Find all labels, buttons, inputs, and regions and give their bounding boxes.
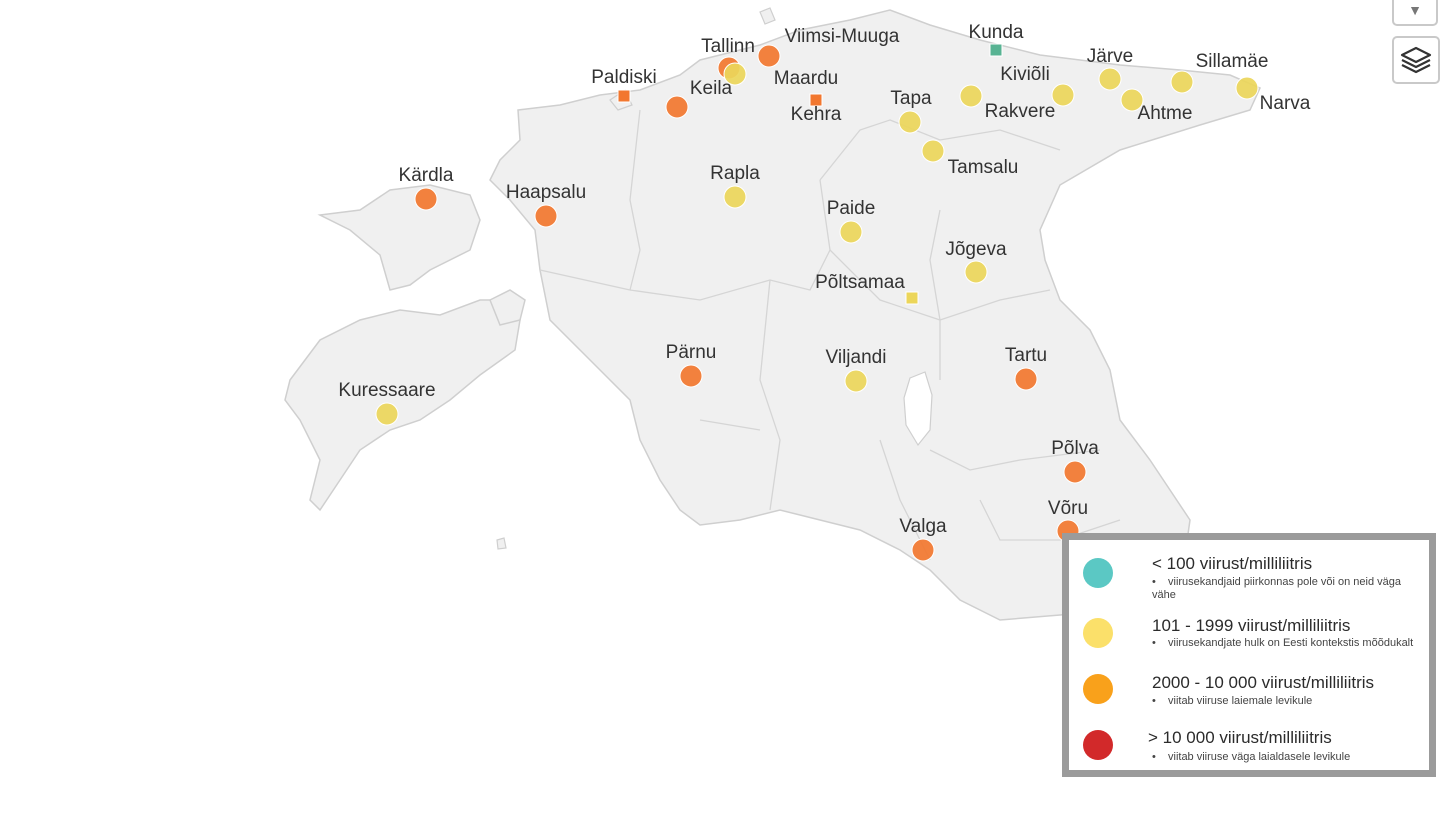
- city-label-maardu: Maardu: [774, 68, 838, 89]
- legend-item: 101 - 1999 viirust/milliliitris • viiruse…: [1083, 616, 1421, 666]
- city-label-võru: Võru: [1048, 498, 1088, 519]
- city-marker-kehra[interactable]: [809, 93, 823, 107]
- legend-title: 101 - 1999 viirust/milliliitris: [1152, 616, 1351, 635]
- legend-item: > 10 000 viirust/milliliitris • viitab vi…: [1083, 728, 1421, 768]
- city-marker-pärnu[interactable]: [679, 364, 703, 388]
- legend-swatch: [1083, 674, 1113, 704]
- city-markers: Tallinn Viimsi-Muuga Kunda Paldiski Maardu Ke…: [338, 22, 1311, 562]
- city-label-kärdla: Kärdla: [399, 165, 454, 186]
- city-marker-paide[interactable]: [839, 220, 863, 244]
- legend-swatch: [1083, 618, 1113, 648]
- city-label-viljandi: Viljandi: [826, 347, 887, 368]
- saaremaa-shape: [284, 299, 521, 512]
- city-label-kiviõli: Kiviõli: [1000, 64, 1050, 85]
- chevron-down-icon: ▼: [1408, 2, 1422, 18]
- city-label-valga: Valga: [899, 516, 947, 537]
- city-marker-tapa[interactable]: [898, 110, 922, 134]
- city-label-järve: Järve: [1087, 46, 1133, 67]
- city-label-viimsi-muuga: Viimsi-Muuga: [785, 26, 900, 47]
- city-label-kehra: Kehra: [791, 104, 842, 125]
- city-label-haapsalu: Haapsalu: [506, 182, 586, 203]
- city-marker-maardu[interactable]: [723, 62, 747, 86]
- city-label-tapa: Tapa: [890, 88, 932, 109]
- legend-item: 2000 - 10 000 viirust/milliliitris • viit…: [1083, 672, 1421, 712]
- city-label-tartu: Tartu: [1005, 345, 1047, 366]
- city-label-rapla: Rapla: [710, 163, 760, 184]
- legend-title: > 10 000 viirust/milliliitris: [1148, 728, 1332, 747]
- city-label-pärnu: Pärnu: [666, 342, 717, 363]
- city-label-keila: Keila: [690, 78, 733, 99]
- city-marker-kunda[interactable]: [989, 43, 1003, 57]
- city-marker-põlva[interactable]: [1063, 460, 1087, 484]
- zoom-control-button[interactable]: ▼: [1392, 0, 1438, 26]
- city-marker-haapsalu[interactable]: [534, 204, 558, 228]
- legend-title: 2000 - 10 000 viirust/milliliitris: [1152, 673, 1375, 692]
- legend-note: • viitab viiruse väga laialdasele levikul…: [1152, 751, 1351, 763]
- city-label-ahtme: Ahtme: [1138, 103, 1193, 124]
- city-marker-põltsamaa[interactable]: [905, 291, 919, 305]
- city-marker-kärdla[interactable]: [414, 187, 438, 211]
- city-label-narva: Narva: [1260, 93, 1311, 114]
- muhu-shape: [489, 289, 526, 326]
- city-label-kunda: Kunda: [969, 22, 1024, 43]
- city-label-paldiski: Paldiski: [591, 67, 656, 88]
- city-label-rakvere: Rakvere: [985, 101, 1056, 122]
- legend-swatch: [1083, 730, 1113, 760]
- city-label-põlva: Põlva: [1051, 438, 1099, 459]
- legend-swatch: [1083, 558, 1113, 588]
- legend-title: < 100 viirust/milliliitris: [1152, 554, 1313, 573]
- city-marker-rapla[interactable]: [723, 185, 747, 209]
- island-shape: [759, 7, 776, 25]
- city-marker-jõgeva[interactable]: [964, 260, 988, 284]
- lake-shape: [903, 371, 933, 447]
- city-marker-kiviõli[interactable]: [1051, 83, 1075, 107]
- city-marker-paldiski[interactable]: [617, 89, 631, 103]
- city-marker-kuressaare[interactable]: [375, 402, 399, 426]
- mainland-shape: [489, 9, 1261, 621]
- legend-item: < 100 viirust/milliliitris • viirusekandj…: [1083, 552, 1421, 602]
- city-marker-viimsi-muuga[interactable]: [757, 44, 781, 68]
- legend: < 100 viirust/milliliitris • viirusekandj…: [1062, 533, 1436, 777]
- layers-icon: [1400, 46, 1432, 74]
- hiiumaa-shape: [317, 184, 481, 291]
- city-label-tamsalu: Tamsalu: [948, 157, 1019, 178]
- city-label-paide: Paide: [827, 198, 876, 219]
- city-marker-keila[interactable]: [665, 95, 689, 119]
- city-marker-viljandi[interactable]: [844, 369, 868, 393]
- city-marker-narva[interactable]: [1235, 76, 1259, 100]
- island-shape: [496, 537, 507, 550]
- legend-note: • viirusekandjaid piirkonnas pole või on …: [1152, 576, 1401, 601]
- city-label-jõgeva: Jõgeva: [945, 239, 1007, 260]
- layers-button[interactable]: [1392, 36, 1440, 84]
- city-label-kuressaare: Kuressaare: [338, 380, 435, 401]
- city-marker-valga[interactable]: [911, 538, 935, 562]
- city-marker-tartu[interactable]: [1014, 367, 1038, 391]
- city-label-sillamäe: Sillamäe: [1196, 51, 1269, 72]
- city-label-põltsamaa: Põltsamaa: [815, 272, 905, 293]
- legend-note: • viirusekandjate hulk on Eesti konteksti…: [1152, 637, 1414, 649]
- city-label-tallinn: Tallinn: [701, 36, 755, 57]
- legend-note: • viitab viiruse laiemale levikule: [1152, 695, 1313, 707]
- city-marker-tamsalu[interactable]: [921, 139, 945, 163]
- city-marker-ahtme[interactable]: [1120, 88, 1144, 112]
- city-marker-rakvere[interactable]: [959, 84, 983, 108]
- city-marker-järve[interactable]: [1098, 67, 1122, 91]
- city-marker-sillamäe[interactable]: [1170, 70, 1194, 94]
